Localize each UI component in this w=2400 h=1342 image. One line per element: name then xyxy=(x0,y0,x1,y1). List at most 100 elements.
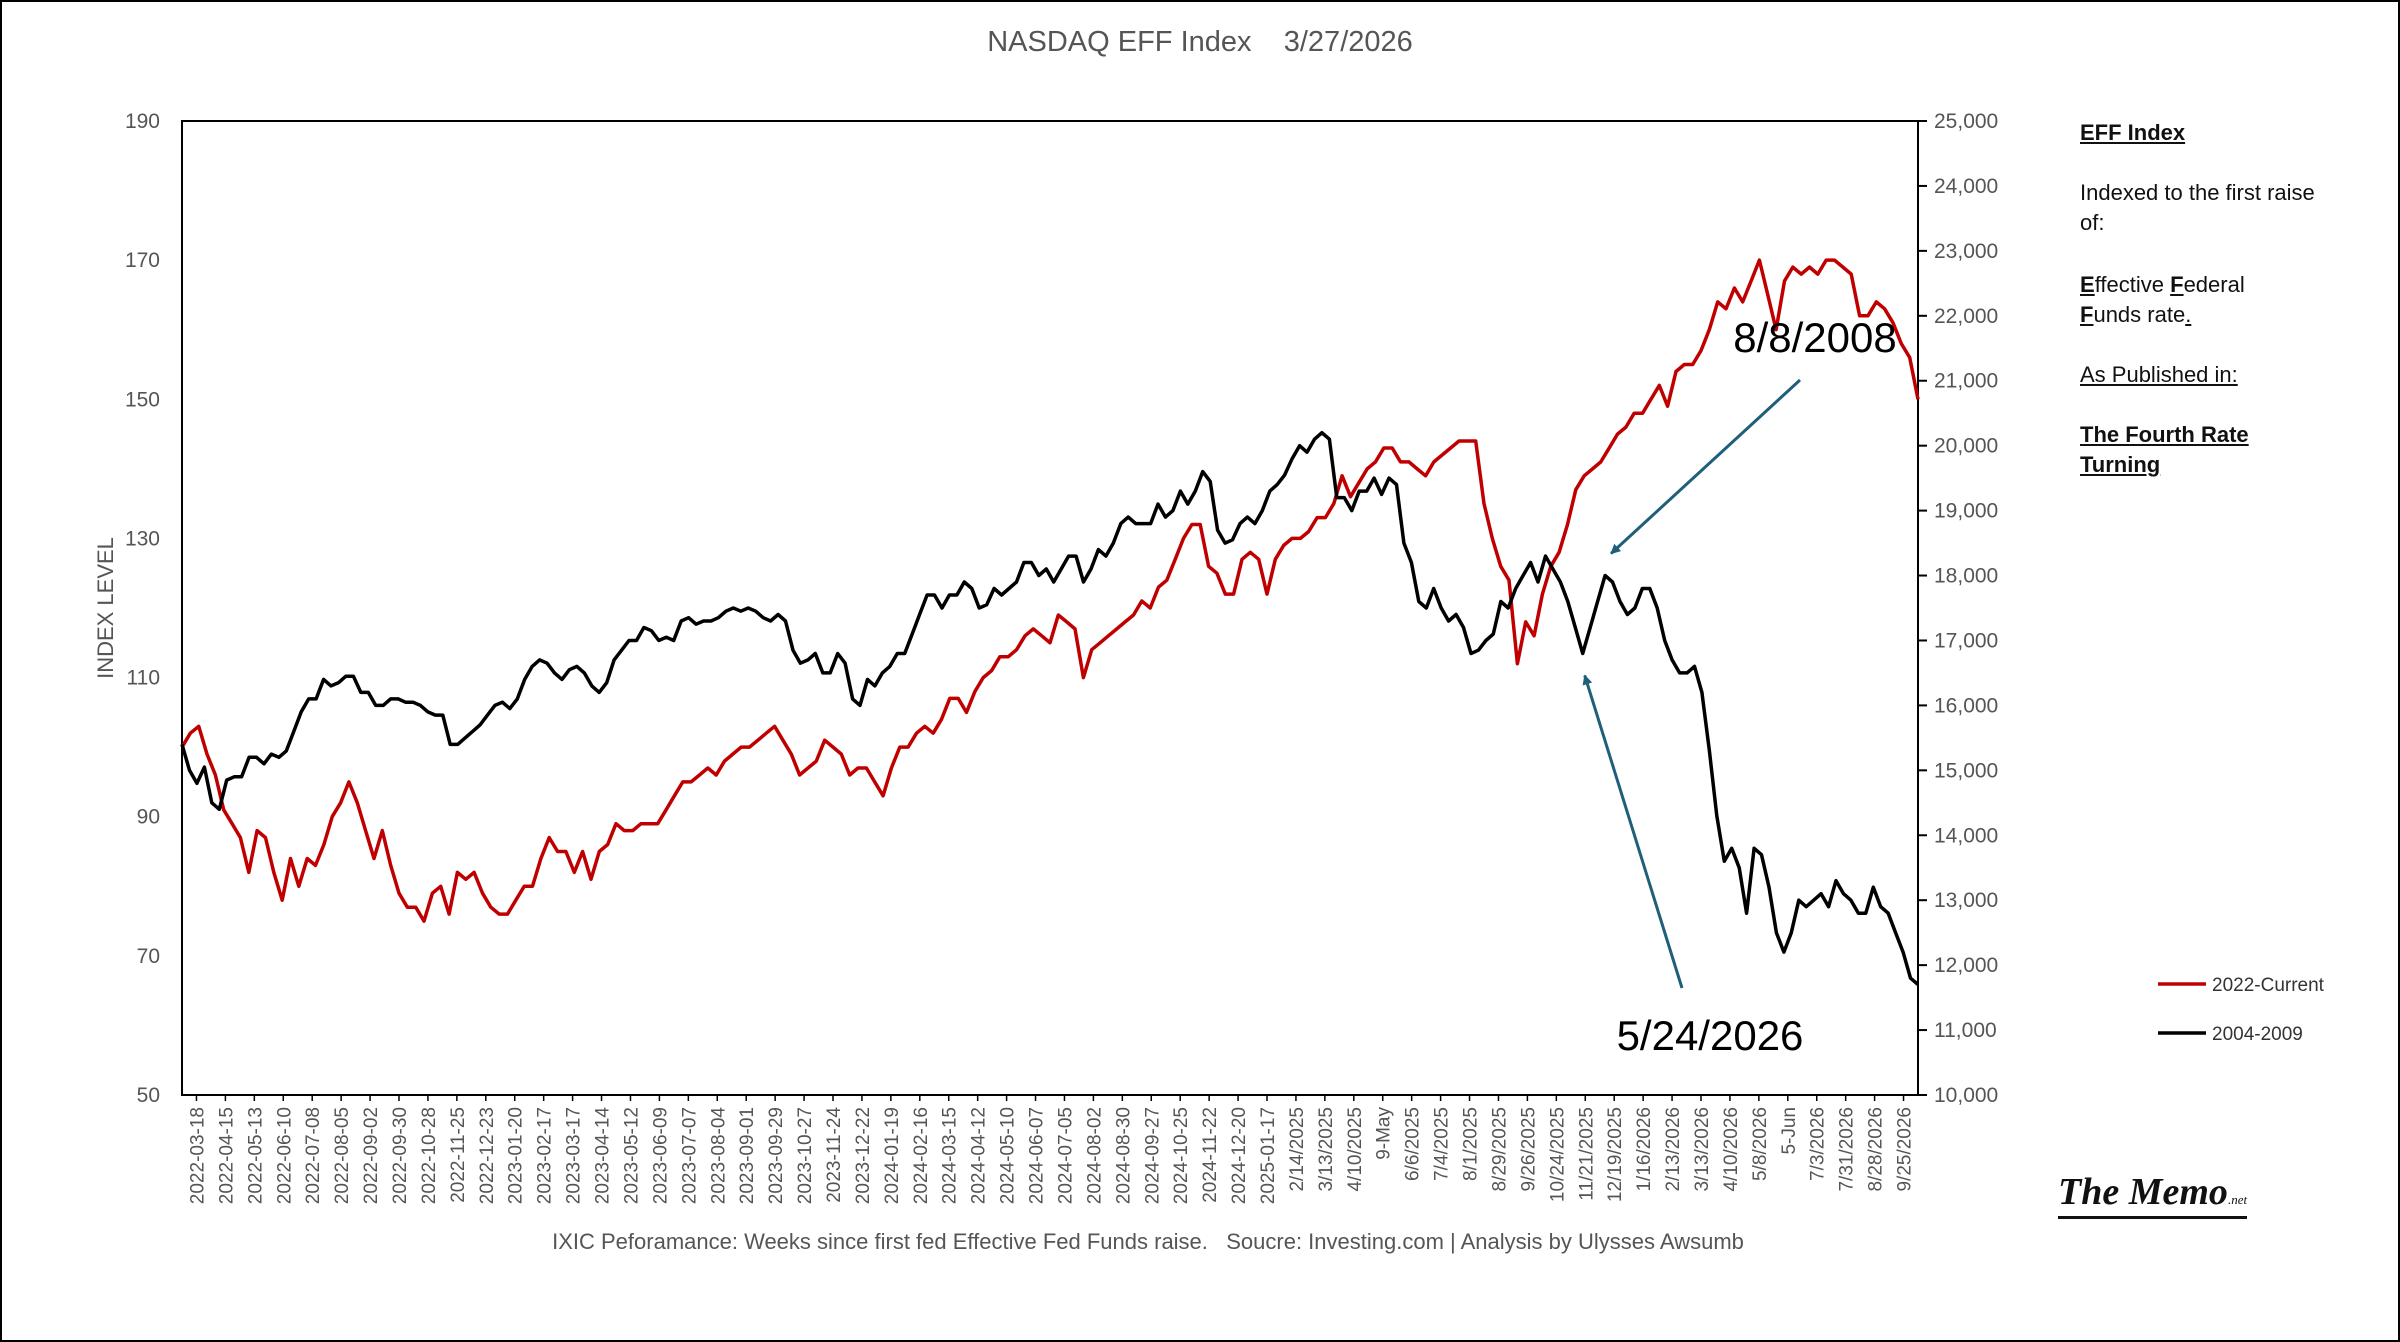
letter-f-funds: F xyxy=(2080,302,2094,327)
x-tick-label: 2023-11-24 xyxy=(824,1107,845,1203)
series-layer xyxy=(180,258,1920,986)
text-federal: ederal xyxy=(2183,272,2245,297)
x-tick-label: 3/13/2026 xyxy=(1692,1107,1713,1192)
x-tick-label: 2024-10-25 xyxy=(1171,1107,1192,1204)
x-tick-label: 2024-05-10 xyxy=(998,1107,1019,1204)
x-tick-label: 6/6/2025 xyxy=(1403,1107,1424,1181)
x-tick-label: 2024-02-16 xyxy=(911,1107,932,1204)
x-tick-label: 2024-09-27 xyxy=(1142,1107,1163,1204)
y-axis-label: INDEX LEVEL xyxy=(93,537,118,679)
legend: 2022-Current 2004-2009 xyxy=(2158,975,2325,1045)
right-tick-label: 23,000 xyxy=(1934,240,1998,263)
left-tick-label: 190 xyxy=(125,110,160,133)
left-tick-label: 50 xyxy=(137,1084,160,1107)
x-tick-label: 2024-08-02 xyxy=(1084,1107,1105,1204)
right-tick-label: 25,000 xyxy=(1934,110,1998,133)
x-tick-label: 5-Jun xyxy=(1779,1107,1800,1155)
x-tick-label: 2024-03-15 xyxy=(940,1107,961,1204)
chart-footnote: IXIC Peforamance: Weeks since first fed … xyxy=(552,1229,1744,1254)
text-effective: ffective xyxy=(2094,272,2171,297)
series-2022-current xyxy=(180,258,1920,923)
x-axis: 2022-03-18 2022-04-15 2022-05-13 2022-06-10… xyxy=(187,1095,1916,1205)
right-tick-label: 18,000 xyxy=(1934,565,1998,588)
x-tick-label: 3/13/2025 xyxy=(1316,1107,1337,1192)
x-tick-label: 2/13/2026 xyxy=(1663,1107,1684,1192)
right-tick-label: 21,000 xyxy=(1934,370,1998,393)
x-tick-label: 7/31/2026 xyxy=(1837,1107,1858,1192)
x-tick-label: 2023-02-17 xyxy=(535,1107,556,1204)
sidebar-source-title: The Fourth Rate Turning xyxy=(2080,422,2249,477)
x-tick-label: 2022-10-28 xyxy=(419,1107,440,1204)
x-tick-label: 8/1/2025 xyxy=(1461,1107,1482,1181)
x-tick-label: 2022-07-08 xyxy=(303,1107,324,1204)
left-tick-label: 110 xyxy=(127,667,160,690)
series-line xyxy=(180,430,1920,986)
x-tick-label: 2023-09-29 xyxy=(766,1107,787,1204)
legend-label-2004-2009: 2004-2009 xyxy=(2212,1024,2303,1045)
x-tick-label: 2022-06-10 xyxy=(274,1107,295,1204)
x-tick-label: 2/14/2025 xyxy=(1287,1107,1308,1192)
the-memo-logo: The Memo.net xyxy=(2058,1170,2248,1219)
x-tick-label: 7/3/2026 xyxy=(1808,1107,1829,1181)
left-tick-label: 90 xyxy=(137,806,160,829)
right-tick-label: 24,000 xyxy=(1934,175,1998,198)
x-tick-label: 2022-08-05 xyxy=(332,1107,353,1204)
x-tick-label: 11/21/2025 xyxy=(1576,1107,1597,1201)
legend-label-2022-current: 2022-Current xyxy=(2212,975,2325,996)
x-tick-label: 1/16/2026 xyxy=(1634,1107,1655,1192)
x-tick-label: 2022-05-13 xyxy=(245,1107,266,1204)
x-tick-label: 4/10/2025 xyxy=(1345,1107,1366,1192)
x-tick-label: 2024-08-30 xyxy=(1113,1107,1134,1204)
x-tick-label: 10/24/2025 xyxy=(1547,1107,1568,1202)
right-tick-label: 14,000 xyxy=(1934,824,1998,847)
sidebar-title: EFF Index xyxy=(2080,120,2186,145)
x-tick-label: 2022-11-25 xyxy=(448,1107,469,1203)
sidebar-indexed-text: Indexed to the first raise of: xyxy=(2080,180,2315,235)
left-tick-label: 150 xyxy=(125,388,160,411)
x-tick-label: 2022-09-30 xyxy=(390,1107,411,1204)
x-tick-label: 2024-07-05 xyxy=(1055,1107,1076,1204)
x-tick-label: 2024-12-20 xyxy=(1229,1107,1250,1204)
x-tick-label: 2024-04-12 xyxy=(969,1107,990,1204)
x-tick-label: 2024-11-22 xyxy=(1200,1107,1221,1203)
right-tick-label: 12,000 xyxy=(1934,954,1998,977)
x-tick-label: 9/26/2025 xyxy=(1518,1107,1539,1192)
logo-main: The Memo xyxy=(2058,1171,2228,1213)
annotation-arrow-5-24-2026 xyxy=(1582,674,1684,989)
x-tick-label: 2023-04-14 xyxy=(593,1107,614,1205)
left-axis: 50 70 90 110 130 150 170 190 xyxy=(125,110,160,1107)
x-tick-label: 8/29/2025 xyxy=(1489,1107,1510,1192)
x-tick-label: 2023-01-20 xyxy=(506,1107,527,1204)
left-tick-label: 170 xyxy=(125,249,160,272)
plot-area xyxy=(181,120,1919,1096)
right-tick-label: 16,000 xyxy=(1934,694,1998,717)
sidebar-rate-name: Effective Federal Funds rate. xyxy=(2080,270,2340,330)
x-tick-label: 2025-01-17 xyxy=(1258,1107,1279,1204)
x-tick-label: 5/8/2026 xyxy=(1750,1107,1771,1181)
x-tick-label: 2023-07-07 xyxy=(679,1107,700,1204)
x-tick-label: 2024-06-07 xyxy=(1027,1107,1048,1204)
series-line xyxy=(180,258,1920,923)
x-tick-label: 2024-01-19 xyxy=(882,1107,903,1204)
series-2004-2009 xyxy=(180,430,1920,986)
right-tick-label: 22,000 xyxy=(1934,305,1998,328)
right-tick-label: 13,000 xyxy=(1934,889,1998,912)
letter-f-federal: F xyxy=(2170,272,2184,297)
right-axis: 10,000 11,000 12,000 13,000 14,000 15,000 16,0… xyxy=(1918,110,1998,1107)
right-tick-label: 10,000 xyxy=(1934,1084,1998,1107)
right-tick-label: 20,000 xyxy=(1934,435,1998,458)
annotations: 8/8/2008 5/24/2026 xyxy=(1582,314,1897,1059)
letter-e: E xyxy=(2080,272,2095,297)
left-tick-label: 130 xyxy=(125,527,160,550)
x-tick-label: 8/28/2026 xyxy=(1866,1107,1887,1192)
x-tick-label: 2023-06-09 xyxy=(650,1107,671,1204)
sidebar-published: As Published in: xyxy=(2080,362,2238,387)
x-tick-label: 2023-08-04 xyxy=(708,1107,729,1205)
text-funds: unds rate xyxy=(2093,302,2186,327)
right-tick-label: 17,000 xyxy=(1934,629,1998,652)
x-tick-label: 2022-09-02 xyxy=(361,1107,382,1204)
x-tick-label: 9-May xyxy=(1374,1107,1395,1160)
x-tick-label: 2023-03-17 xyxy=(564,1107,585,1204)
x-tick-label: 2023-05-12 xyxy=(621,1107,642,1204)
